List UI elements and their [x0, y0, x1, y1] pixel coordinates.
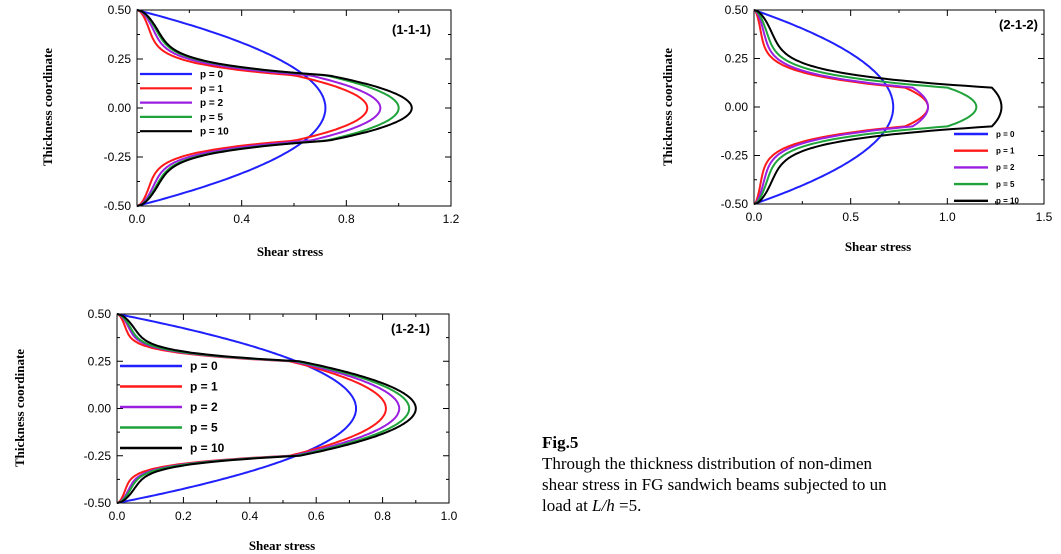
panel-label: (2-1-2): [999, 17, 1038, 32]
legend-label: p = 5: [996, 180, 1015, 189]
y-tick-label: 0.50: [88, 307, 112, 321]
y-tick-label: -0.25: [104, 150, 132, 164]
y-tick-label: 0.25: [88, 354, 112, 368]
series-line: [136, 9, 413, 207]
series-line: [116, 313, 417, 504]
plot-frame: [136, 9, 452, 207]
caption-line: shear stress in FG sandwich beams subjec…: [542, 475, 887, 494]
plot-area: 0.0 0.2 0.4 0.6 0.8 1.0 -0.50 -0.25 0.00 0.25 0.50…: [84, 307, 458, 523]
x-tick-label: 0.8: [338, 212, 355, 226]
legend-label: p = 2: [200, 98, 224, 109]
x-axis-title: Shear stress: [257, 244, 323, 259]
x-tick-label: 0.4: [241, 509, 258, 523]
legend-label: p = 2: [190, 400, 218, 414]
legend-label: p = 1: [200, 84, 224, 95]
legend-label: p = 5: [190, 421, 218, 435]
caption-line: load at L/h =5.: [542, 495, 1061, 516]
plot-area: 0.0 0.4 0.8 1.2-0.50-0.250.000.250.50p = 0p…: [104, 3, 460, 226]
x-tick-label: 0.8: [374, 509, 391, 523]
y-axis-title: Thickness coordinate: [40, 48, 55, 166]
panel-label: (1-2-1): [391, 321, 430, 336]
x-tick-label: 0.5: [842, 210, 859, 224]
y-tick-label: -0.50: [721, 197, 749, 211]
x-tick-label: 1.0: [939, 210, 956, 224]
series-line: [136, 9, 382, 207]
caption-italic-ratio: L/h: [592, 496, 615, 515]
y-tick-label: -0.25: [721, 149, 749, 163]
caption-label: Fig.5: [542, 433, 579, 452]
y-tick-label: 0.00: [108, 101, 132, 115]
y-tick-label: -0.25: [84, 449, 112, 463]
series-line: [753, 9, 1003, 205]
x-tick-label: 0.2: [175, 509, 192, 523]
series-line: [753, 9, 895, 205]
y-tick-label: 0.25: [725, 52, 749, 66]
chart-panel-1-1-1: 0.0 0.4 0.8 1.2-0.50-0.250.000.250.50p = 0p…: [40, 3, 460, 259]
series-line: [116, 313, 357, 504]
legend: p = 0 p = 1 p = 2 p = 5 p = 10: [954, 130, 1019, 206]
legend-label: p = 10: [200, 127, 229, 138]
legend-label: p = 1: [996, 147, 1015, 156]
legend-label: p = 10: [996, 197, 1019, 206]
series-line: [753, 9, 929, 205]
series-line: [136, 9, 369, 207]
x-tick-label: 0.4: [233, 212, 250, 226]
series-line: [753, 9, 929, 205]
legend-label: p = 2: [996, 163, 1015, 172]
series-line: [753, 9, 978, 205]
y-tick-label: -0.50: [84, 496, 112, 510]
legend-label: p = 1: [190, 380, 218, 394]
caption-text: load at: [542, 496, 593, 515]
y-tick-label: 0.00: [725, 100, 749, 114]
legend-label: p = 0: [190, 359, 218, 373]
legend: p = 0 p = 1 p = 2 p = 5 p = 10: [120, 359, 225, 455]
chart-panel-2-1-2: 0.0 0.5 1.0 1.5-0.50-0.250.000.250.50p = 0p…: [660, 3, 1053, 254]
x-tick-label: 1.5: [1036, 210, 1053, 224]
series-line: [136, 9, 400, 207]
y-tick-label: 0.50: [108, 3, 132, 17]
caption-text: =5.: [614, 496, 642, 515]
panel-label: (1-1-1): [392, 22, 431, 37]
x-tick-label: 0.0: [746, 210, 763, 224]
y-tick-label: 0.50: [725, 3, 749, 17]
x-axis-title: Shear stress: [845, 239, 911, 254]
chart-panel-1-2-1: 0.0 0.2 0.4 0.6 0.8 1.0 -0.50 -0.25 0.00 0.25 0.50…: [12, 307, 458, 553]
legend-label: p = 0: [200, 70, 224, 81]
legend-label: p = 10: [190, 441, 225, 455]
series-line: [116, 313, 411, 504]
x-axis-title: Shear stress: [249, 538, 315, 553]
x-tick-label: 1.0: [441, 509, 458, 523]
figure-caption: Fig.5 Through the thickness distribution…: [542, 432, 1061, 516]
legend-label: p = 5: [200, 112, 224, 123]
y-axis-title: Thickness coordinate: [12, 349, 27, 467]
y-tick-label: 0.00: [88, 402, 112, 416]
series-line: [116, 313, 387, 504]
legend-label: p = 0: [996, 130, 1015, 139]
series-line: [136, 9, 327, 207]
caption-line: Through the thickness distribution of no…: [542, 454, 873, 473]
plot-area: 0.0 0.5 1.0 1.5-0.50-0.250.000.250.50p = 0p…: [721, 3, 1053, 224]
x-tick-label: 0.0: [109, 509, 126, 523]
y-axis-title: Thickness coordinate: [660, 48, 675, 166]
legend: p = 0 p = 1 p = 2 p = 5 p = 10: [140, 70, 229, 138]
x-tick-label: 0.6: [308, 509, 325, 523]
x-tick-label: 0.0: [129, 212, 146, 226]
y-tick-label: -0.50: [104, 199, 132, 213]
x-tick-label: 1.2: [443, 212, 460, 226]
y-tick-label: 0.25: [108, 52, 132, 66]
